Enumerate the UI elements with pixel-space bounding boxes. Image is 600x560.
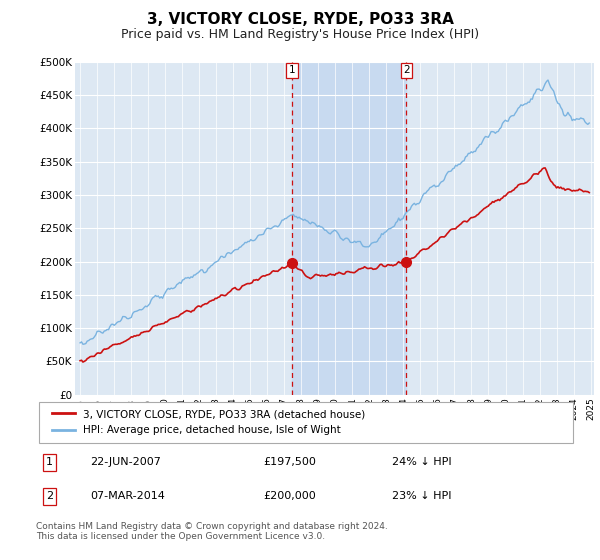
FancyBboxPatch shape <box>39 402 574 443</box>
Text: Contains HM Land Registry data © Crown copyright and database right 2024.
This d: Contains HM Land Registry data © Crown c… <box>36 522 388 542</box>
Text: 3, VICTORY CLOSE, RYDE, PO33 3RA: 3, VICTORY CLOSE, RYDE, PO33 3RA <box>146 12 454 27</box>
Text: 24% ↓ HPI: 24% ↓ HPI <box>392 457 452 467</box>
Text: £200,000: £200,000 <box>263 491 316 501</box>
Text: 23% ↓ HPI: 23% ↓ HPI <box>392 491 452 501</box>
Bar <box>292 62 406 395</box>
Text: 22-JUN-2007: 22-JUN-2007 <box>90 457 161 467</box>
Text: 1: 1 <box>46 457 53 467</box>
Text: 1: 1 <box>289 66 296 75</box>
Legend: 3, VICTORY CLOSE, RYDE, PO33 3RA (detached house), HPI: Average price, detached : 3, VICTORY CLOSE, RYDE, PO33 3RA (detach… <box>47 404 371 441</box>
Text: 07-MAR-2014: 07-MAR-2014 <box>90 491 165 501</box>
Text: Price paid vs. HM Land Registry's House Price Index (HPI): Price paid vs. HM Land Registry's House … <box>121 28 479 41</box>
Text: 2: 2 <box>403 66 410 75</box>
Text: 2: 2 <box>46 491 53 501</box>
Text: £197,500: £197,500 <box>263 457 316 467</box>
